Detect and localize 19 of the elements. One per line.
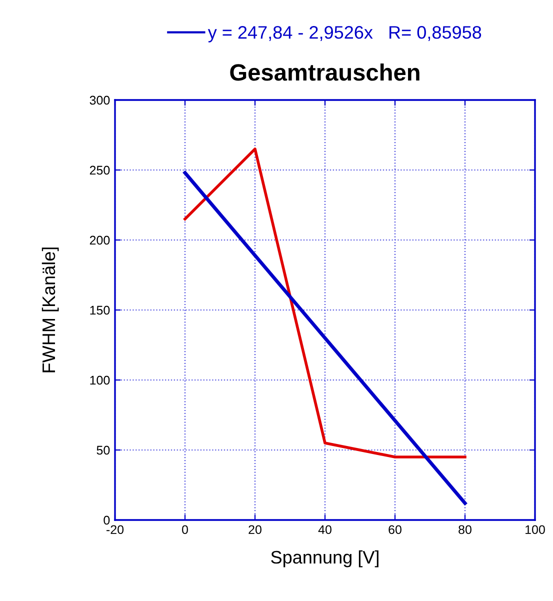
y-axis-title: FWHM [Kanäle] xyxy=(42,248,59,372)
x-tick-label: 0 xyxy=(182,525,188,534)
x-tick-label: 100 xyxy=(526,525,545,534)
y-tick-label: 300 xyxy=(90,96,110,105)
y-tick-label: 0 xyxy=(104,516,110,525)
y-tick-label: 50 xyxy=(96,446,110,455)
x-axis-title: Spannung [V] xyxy=(271,550,378,568)
x-tick-label: -20 xyxy=(106,525,124,534)
x-tick-label: 60 xyxy=(388,525,402,534)
y-tick-label: 250 xyxy=(90,166,110,175)
legend-label: y = 247,84 - 2,9526x R= 0,85958 xyxy=(208,26,482,42)
x-tick-label: 40 xyxy=(318,525,332,534)
line-series xyxy=(184,148,466,458)
y-tick-label: 200 xyxy=(90,236,110,245)
y-tick-label: 150 xyxy=(90,306,110,315)
y-tick-label: 100 xyxy=(90,376,110,385)
x-tick-label: 20 xyxy=(248,525,262,534)
x-tick-label: 80 xyxy=(458,525,472,534)
chart-title: Gesamtrauschen xyxy=(230,63,420,81)
